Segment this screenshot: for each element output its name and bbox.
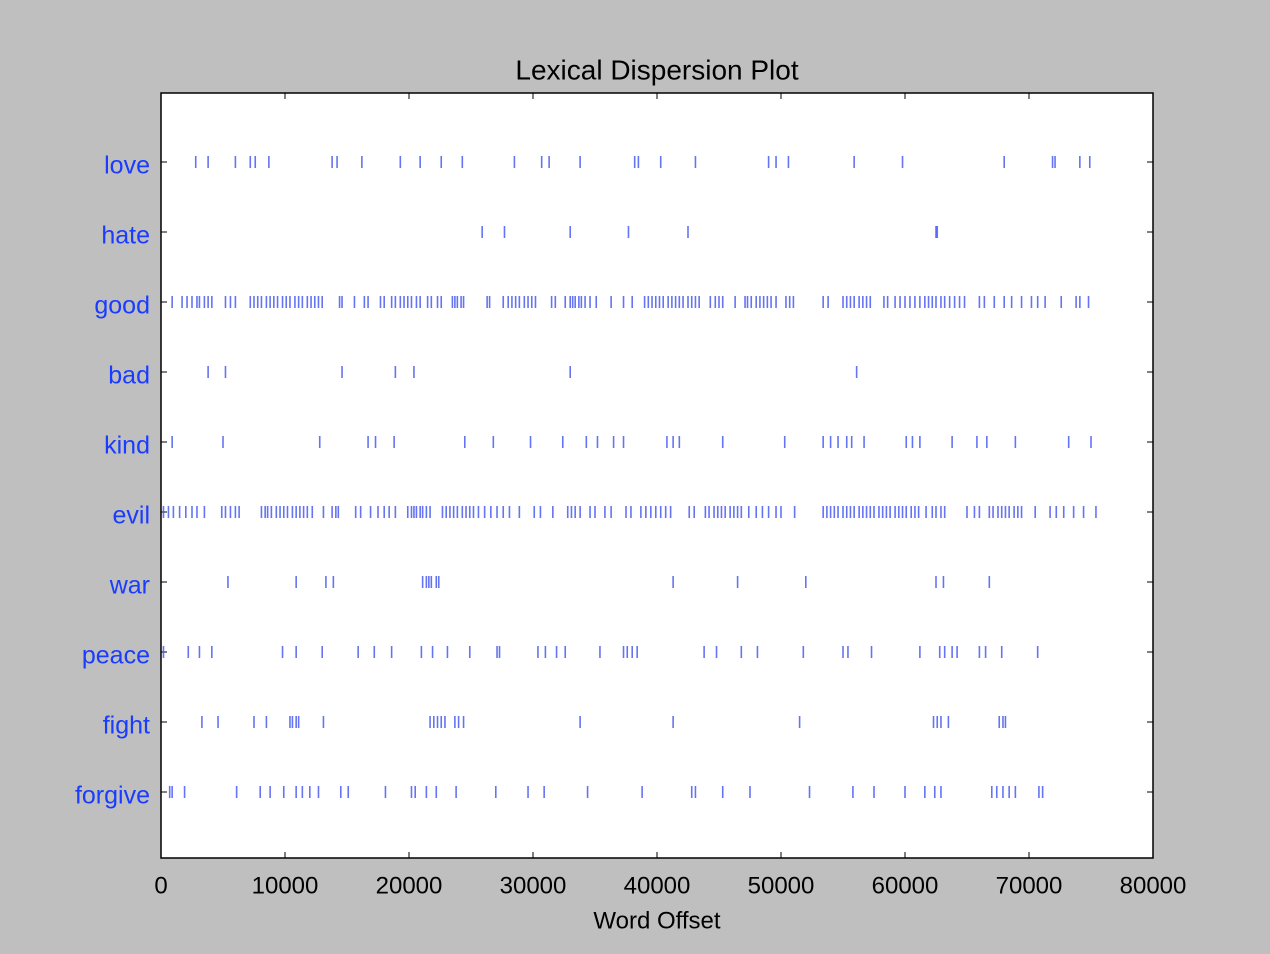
y-tick-label: good <box>94 292 150 320</box>
x-tick-label: 10000 <box>252 872 319 899</box>
y-tick-label: forgive <box>75 782 150 810</box>
x-tick-label: 60000 <box>872 872 939 899</box>
y-tick-label: evil <box>112 502 150 530</box>
y-tick-label: hate <box>101 222 150 250</box>
x-axis-label: Word Offset <box>593 907 720 934</box>
x-tick-label: 80000 <box>1120 872 1187 899</box>
y-tick-label: peace <box>82 642 150 670</box>
x-tick-label: 50000 <box>748 872 815 899</box>
x-tick-label: 30000 <box>500 872 567 899</box>
y-tick-label: kind <box>104 432 150 460</box>
chart-title: Lexical Dispersion Plot <box>515 54 798 85</box>
y-tick-label: fight <box>103 712 150 740</box>
plot-area <box>160 92 1154 859</box>
y-tick-label: war <box>109 572 150 600</box>
x-tick-label: 40000 <box>624 872 691 899</box>
x-tick-label: 0 <box>154 872 167 899</box>
x-tick-label: 70000 <box>996 872 1063 899</box>
y-tick-label: bad <box>108 362 150 390</box>
y-tick-label: love <box>104 152 150 180</box>
x-tick-label: 20000 <box>376 872 443 899</box>
